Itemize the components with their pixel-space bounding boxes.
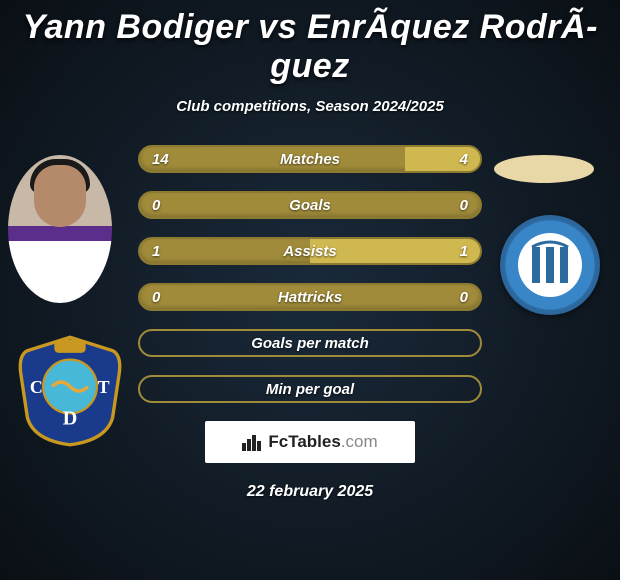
stat-right-value: 1 bbox=[460, 239, 468, 263]
stat-label: Hattricks bbox=[140, 285, 480, 309]
stat-right-value: 0 bbox=[460, 285, 468, 309]
stat-bar-min-per-goal: Min per goal bbox=[138, 375, 482, 403]
stat-bar-hattricks: 0 Hattricks 0 bbox=[138, 283, 482, 311]
stat-label: Assists bbox=[140, 239, 480, 263]
stat-bar-goals-per-match: Goals per match bbox=[138, 329, 482, 357]
player-right-avatar bbox=[494, 155, 594, 183]
avatar-face bbox=[34, 165, 86, 227]
club-right-inner bbox=[518, 233, 582, 297]
brand-logo[interactable]: FcTables.com bbox=[205, 421, 415, 463]
stat-bars: 14 Matches 4 0 Goals 0 1 Assists 1 0 Hat… bbox=[138, 145, 482, 403]
stat-right-value: 0 bbox=[460, 193, 468, 217]
stat-label: Matches bbox=[140, 147, 480, 171]
stat-label: Min per goal bbox=[266, 381, 354, 398]
club-right-badge bbox=[500, 215, 600, 315]
brand-name: FcTables.com bbox=[268, 432, 377, 452]
shield-icon: D C T bbox=[13, 335, 127, 447]
stat-bar-matches: 14 Matches 4 bbox=[138, 145, 482, 173]
club-left-badge: D C T bbox=[13, 335, 127, 447]
svg-text:T: T bbox=[98, 377, 110, 397]
stat-bar-goals: 0 Goals 0 bbox=[138, 191, 482, 219]
player-left-avatar bbox=[8, 155, 112, 303]
stat-label: Goals bbox=[140, 193, 480, 217]
chart-icon bbox=[242, 433, 262, 451]
comparison-panel: D C T 14 Matches 4 0 Goals 0 bbox=[0, 145, 620, 501]
page-title: Yann Bodiger vs EnrÃ­quez RodrÃ­guez bbox=[0, 0, 620, 86]
svg-text:D: D bbox=[63, 408, 78, 430]
comparison-date: 22 february 2025 bbox=[0, 483, 620, 501]
subtitle: Club competitions, Season 2024/2025 bbox=[0, 98, 620, 115]
stat-right-value: 4 bbox=[460, 147, 468, 171]
svg-text:C: C bbox=[30, 377, 43, 397]
stat-label: Goals per match bbox=[251, 335, 369, 352]
stat-bar-assists: 1 Assists 1 bbox=[138, 237, 482, 265]
